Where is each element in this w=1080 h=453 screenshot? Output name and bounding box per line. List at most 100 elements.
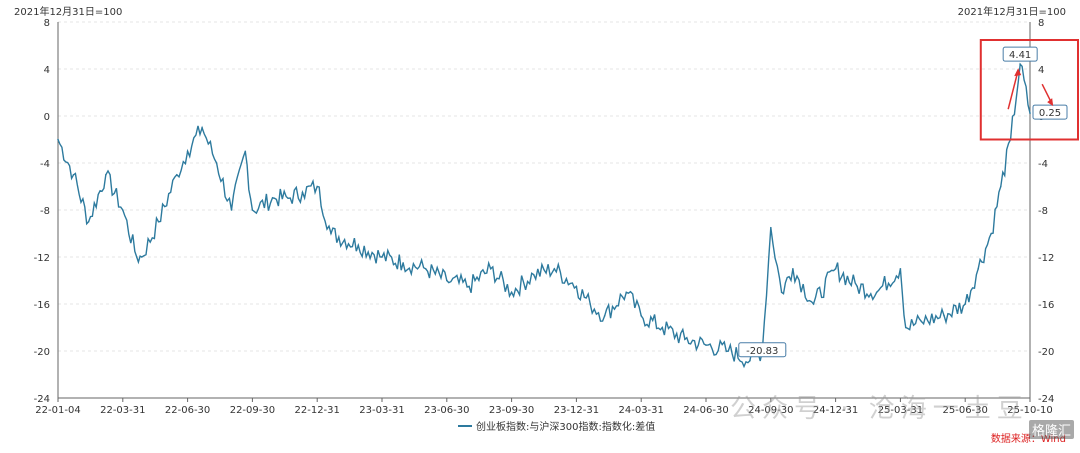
data-point	[875, 291, 878, 294]
data-point	[625, 291, 628, 294]
highlight-box	[979, 39, 1079, 141]
data-point	[964, 303, 966, 305]
data-source: 数据来源：Wind	[990, 434, 1066, 445]
data-point	[575, 285, 578, 288]
y-tick-label-left: -12	[34, 253, 50, 264]
series-line	[57, 62, 1031, 369]
data-point	[661, 326, 664, 329]
data-point	[904, 326, 907, 329]
data-point	[749, 359, 751, 362]
y-tick-label-right: -8	[1038, 206, 1048, 217]
data-point	[122, 209, 124, 211]
y-tick-label-right: -20	[1038, 347, 1054, 358]
y-tick-label-left: 4	[44, 65, 50, 76]
x-tick-label: 23-09-30	[489, 405, 534, 416]
data-point	[705, 344, 707, 346]
data-point	[999, 185, 1002, 188]
up-arrowhead	[1014, 68, 1022, 77]
x-tick-label: 24-03-31	[619, 405, 664, 416]
x-tick-label: 25-03-31	[878, 405, 923, 416]
data-point	[640, 314, 642, 317]
y-tick-label-right: 8	[1038, 18, 1044, 29]
x-tick-label: 25-06-30	[943, 405, 988, 416]
y-tick-label-left: 8	[44, 18, 50, 29]
data-point	[834, 267, 837, 270]
data-point	[1029, 112, 1031, 114]
data-point	[770, 226, 772, 229]
brand-logo: 格隆汇	[1028, 420, 1074, 439]
y-tick-label-right: -4	[1038, 159, 1048, 170]
data-point	[603, 314, 606, 317]
y-tick-label-left: -4	[40, 159, 50, 170]
data-point	[684, 338, 686, 341]
x-tick-label: 23-03-31	[359, 405, 404, 416]
data-point	[589, 303, 591, 305]
data-point	[920, 320, 923, 323]
x-tick-label: 22-12-31	[295, 405, 340, 416]
data-point	[899, 267, 902, 270]
x-tick-label: 23-12-31	[554, 405, 599, 416]
data-point	[468, 285, 470, 288]
data-point	[812, 303, 815, 305]
data-point	[1019, 63, 1021, 65]
x-tick-label: 24-09-30	[748, 405, 793, 416]
data-point	[57, 138, 59, 141]
data-callout-label: -20.83	[746, 346, 778, 357]
data-point	[489, 267, 492, 270]
data-point	[446, 279, 448, 282]
data-point	[176, 173, 178, 176]
data-point	[201, 126, 203, 129]
data-point	[990, 232, 993, 235]
data-callout-box	[1032, 104, 1068, 120]
data-point	[215, 162, 218, 164]
data-point	[424, 267, 427, 270]
data-point	[230, 209, 233, 211]
y-tick-label-left: -20	[34, 347, 50, 358]
left-axis-unit: 2021年12月31日=100	[14, 7, 123, 18]
data-point	[532, 273, 535, 276]
data-point	[287, 197, 289, 200]
data-point	[140, 256, 143, 258]
x-tick-label: 22-01-04	[35, 405, 80, 416]
data-point	[72, 173, 75, 176]
y-tick-label-right: -16	[1038, 300, 1054, 311]
legend-label: 创业板指数:与沪深300指数:指数化:差值	[476, 420, 655, 433]
data-point	[135, 256, 138, 258]
data-point	[510, 291, 513, 294]
y-tick-label-left: -8	[40, 206, 50, 217]
data-point	[977, 267, 980, 270]
data-point	[301, 191, 304, 194]
data-point	[943, 314, 945, 317]
data-point	[251, 209, 254, 211]
x-tick-label: 24-06-30	[683, 405, 728, 416]
data-point	[357, 244, 360, 247]
y-tick-label-left: 0	[44, 112, 50, 123]
y-tick-label-right: 4	[1038, 65, 1044, 76]
data-callout-label: 0.25	[1039, 108, 1061, 119]
data-point	[856, 285, 858, 288]
data-point	[273, 197, 276, 200]
x-tick-label: 22-06-30	[165, 405, 210, 416]
data-point	[792, 267, 794, 270]
data-point	[316, 185, 319, 188]
data-point	[402, 262, 404, 264]
data-point	[186, 150, 189, 153]
data-point	[244, 150, 247, 153]
data-callout-label: 4.41	[1009, 50, 1031, 61]
data-point	[553, 267, 556, 270]
x-tick-label: 23-06-30	[424, 405, 469, 416]
data-callout-box	[738, 342, 787, 358]
x-tick-label: 25-10-10	[1007, 405, 1052, 416]
y-tick-label-left: -16	[34, 300, 50, 311]
y-tick-label-right: -24	[1038, 394, 1054, 405]
watermark: 公众号 · 沧海一土豆	[730, 394, 1029, 424]
data-point	[87, 220, 90, 223]
x-tick-label: 22-03-31	[100, 405, 145, 416]
data-point	[330, 232, 332, 235]
y-tick-label-right: -12	[1038, 253, 1054, 264]
data-point	[780, 291, 783, 294]
x-tick-label: 22-09-30	[230, 405, 275, 416]
x-tick-label: 24-12-31	[813, 405, 858, 416]
data-point	[105, 173, 107, 176]
data-point	[727, 350, 730, 352]
